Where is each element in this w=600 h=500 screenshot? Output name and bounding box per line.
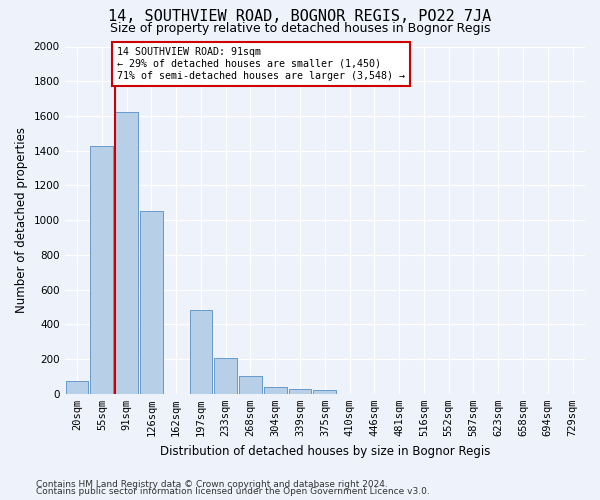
Bar xyxy=(91,146,113,394)
X-axis label: Distribution of detached houses by size in Bognor Regis: Distribution of detached houses by size … xyxy=(160,444,490,458)
Text: Contains HM Land Registry data © Crown copyright and database right 2024.: Contains HM Land Registry data © Crown c… xyxy=(36,480,388,489)
Bar xyxy=(239,376,262,394)
Bar xyxy=(214,358,237,394)
Text: 14, SOUTHVIEW ROAD, BOGNOR REGIS, PO22 7JA: 14, SOUTHVIEW ROAD, BOGNOR REGIS, PO22 7… xyxy=(109,9,491,24)
Bar xyxy=(264,387,287,394)
Bar xyxy=(289,390,311,394)
Text: 14 SOUTHVIEW ROAD: 91sqm
← 29% of detached houses are smaller (1,450)
71% of sem: 14 SOUTHVIEW ROAD: 91sqm ← 29% of detach… xyxy=(117,48,405,80)
Y-axis label: Number of detached properties: Number of detached properties xyxy=(15,127,28,313)
Bar xyxy=(313,390,336,394)
Bar xyxy=(190,310,212,394)
Text: Contains public sector information licensed under the Open Government Licence v3: Contains public sector information licen… xyxy=(36,487,430,496)
Bar xyxy=(140,212,163,394)
Bar xyxy=(65,381,88,394)
Bar xyxy=(115,112,138,394)
Text: Size of property relative to detached houses in Bognor Regis: Size of property relative to detached ho… xyxy=(110,22,490,35)
